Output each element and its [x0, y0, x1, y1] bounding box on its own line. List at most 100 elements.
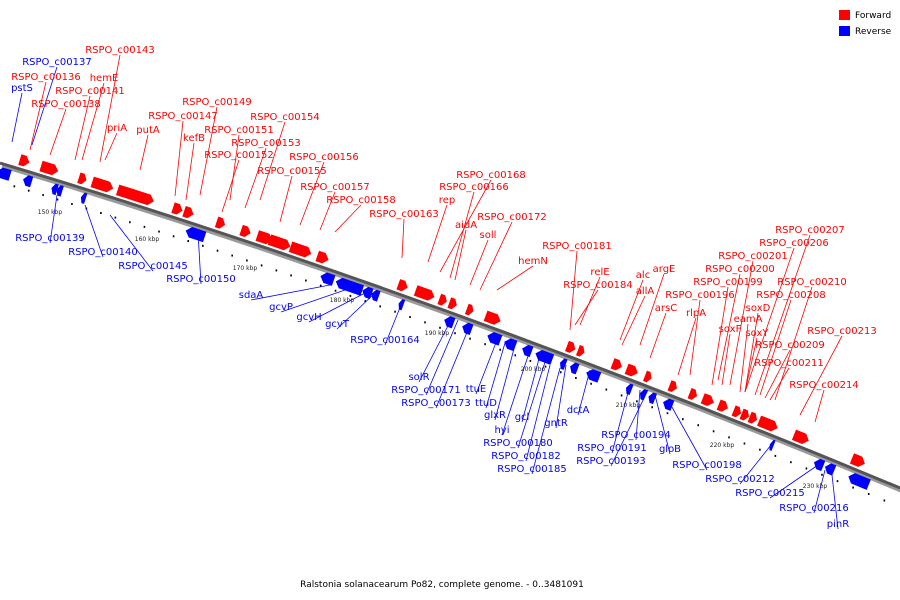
forward-gene-connector — [799, 335, 843, 416]
tick-mark — [620, 394, 623, 397]
reverse-gene-connector — [501, 349, 531, 436]
reverse-gene-8 — [335, 277, 365, 296]
forward-gene-label: RSPO_c00184 — [563, 280, 633, 291]
gene-arrow — [791, 429, 809, 444]
tick-mark — [13, 185, 16, 188]
forward-gene-label: rlpA — [686, 308, 706, 319]
forward-gene-connector — [199, 106, 218, 196]
reverse-gene-label: ttuE — [466, 384, 487, 395]
gene-arrow — [747, 411, 758, 424]
tick-mark — [529, 359, 532, 362]
reverse-gene-label: RSPO_c00164 — [350, 335, 420, 346]
reverse-gene-6 — [185, 227, 207, 243]
tick-label: 220 kbp — [710, 442, 735, 449]
gene-arrow — [0, 167, 12, 181]
gene-arrow — [90, 176, 114, 193]
forward-gene-connector — [744, 337, 758, 393]
forward-gene-label: RSPO_c00152 — [204, 150, 274, 161]
reverse-legend-label: Reverse — [855, 27, 892, 37]
gene-arrow — [849, 453, 865, 467]
tick-mark — [774, 454, 777, 457]
forward-gene-label: RSPO_c00172 — [477, 212, 547, 223]
reverse-gene-label: RSPO_c00198 — [672, 460, 742, 471]
tick-mark — [867, 493, 870, 496]
gene-arrow — [610, 358, 622, 371]
tick-mark — [379, 305, 381, 308]
tick-mark — [143, 225, 146, 228]
forward-gene-label: RSPO_c00213 — [807, 326, 877, 337]
reverse-gene-connector — [654, 394, 671, 455]
gene-arrow — [667, 380, 677, 393]
tick-mark — [728, 436, 730, 439]
gene-arrow — [437, 293, 447, 306]
forward-gene-label: RSPO_c00157 — [300, 182, 370, 193]
gene-arrow — [462, 322, 474, 335]
reverse-gene-label: RSPO_c00191 — [577, 443, 647, 454]
tick-mark — [246, 259, 248, 262]
forward-gene-connector — [439, 179, 492, 273]
forward-gene-23 — [624, 363, 638, 377]
forward-gene-25 — [667, 380, 677, 393]
reverse-gene-label: RSPO_c00182 — [491, 451, 561, 462]
reverse-gene-connector — [611, 384, 631, 454]
forward-gene-label: soxD — [746, 303, 771, 314]
reverse-gene-label: RSPO_c00139 — [15, 233, 85, 244]
tick-mark — [575, 377, 577, 380]
forward-gene-label: RSPO_c00214 — [789, 380, 859, 391]
reverse-gene-label: gntR — [544, 418, 568, 429]
reverse-gene-22 — [639, 388, 648, 401]
forward-gene-connector — [569, 250, 578, 331]
gene-arrow — [23, 175, 34, 188]
gene-arrow — [483, 310, 501, 325]
reverse-gene-connector — [84, 204, 104, 258]
forward-gene-label: allA — [636, 286, 655, 297]
forward-gene-connector — [677, 317, 697, 376]
forward-gene-label: RSPO_c00196 — [665, 290, 735, 301]
tick-mark — [409, 315, 411, 318]
forward-gene-label: arsC — [655, 303, 677, 314]
reverse-gene-connector — [11, 92, 23, 143]
forward-gene-31 — [747, 411, 758, 424]
gene-arrow — [182, 205, 194, 219]
gene-arrow — [18, 154, 30, 167]
forward-gene-label: RSPO_c00211 — [754, 358, 824, 369]
tick-mark — [290, 274, 292, 277]
forward-gene-label: soxY — [745, 328, 769, 339]
forward-gene-label: putA — [136, 125, 160, 136]
reverse-gene-connector — [31, 66, 58, 146]
forward-gene-connector — [427, 204, 448, 263]
reverse-gene-5 — [80, 192, 88, 204]
forward-gene-label: RSPO_c00166 — [439, 182, 509, 193]
tick-mark — [852, 486, 854, 489]
forward-gene-label: priA — [107, 123, 127, 134]
forward-gene-20 — [565, 340, 576, 353]
forward-gene-label: RSPO_c00155 — [257, 166, 327, 177]
forward-gene-label: alc — [636, 270, 650, 281]
gene-labels: RSPO_c00143 RSPO_c00136 hemE RSPO_c00141 RSP… — [11, 45, 877, 530]
forward-gene-label: rep — [439, 195, 455, 206]
tick-mark — [666, 412, 669, 415]
tick-mark — [202, 244, 204, 247]
gene-arrow — [757, 415, 778, 432]
tick-mark — [260, 264, 263, 267]
reverse-gene-13 — [462, 322, 474, 335]
reverse-gene-connector — [610, 389, 649, 467]
reverse-gene-connector — [555, 364, 567, 429]
forward-gene-32 — [757, 415, 778, 432]
forward-gene-label: kefB — [183, 133, 205, 144]
tick-label: 160 kbp — [135, 236, 160, 243]
reverse-gene-connector — [109, 214, 154, 272]
genome-caption: Ralstonia solanacearum Po82, complete ge… — [300, 580, 584, 590]
gene-arrow — [447, 297, 457, 310]
reverse-gene-label: RSPO_c00215 — [735, 488, 805, 499]
gene-arrow — [535, 349, 555, 365]
gene-arrow — [565, 340, 576, 353]
tick-mark — [759, 448, 761, 451]
reverse-gene-connector — [280, 289, 346, 313]
gene-arrow — [362, 286, 374, 300]
reverse-gene-connector — [250, 284, 331, 301]
forward-gene-12 — [288, 241, 312, 258]
reverse-gene-connector — [769, 464, 819, 499]
tick-mark — [821, 473, 823, 476]
